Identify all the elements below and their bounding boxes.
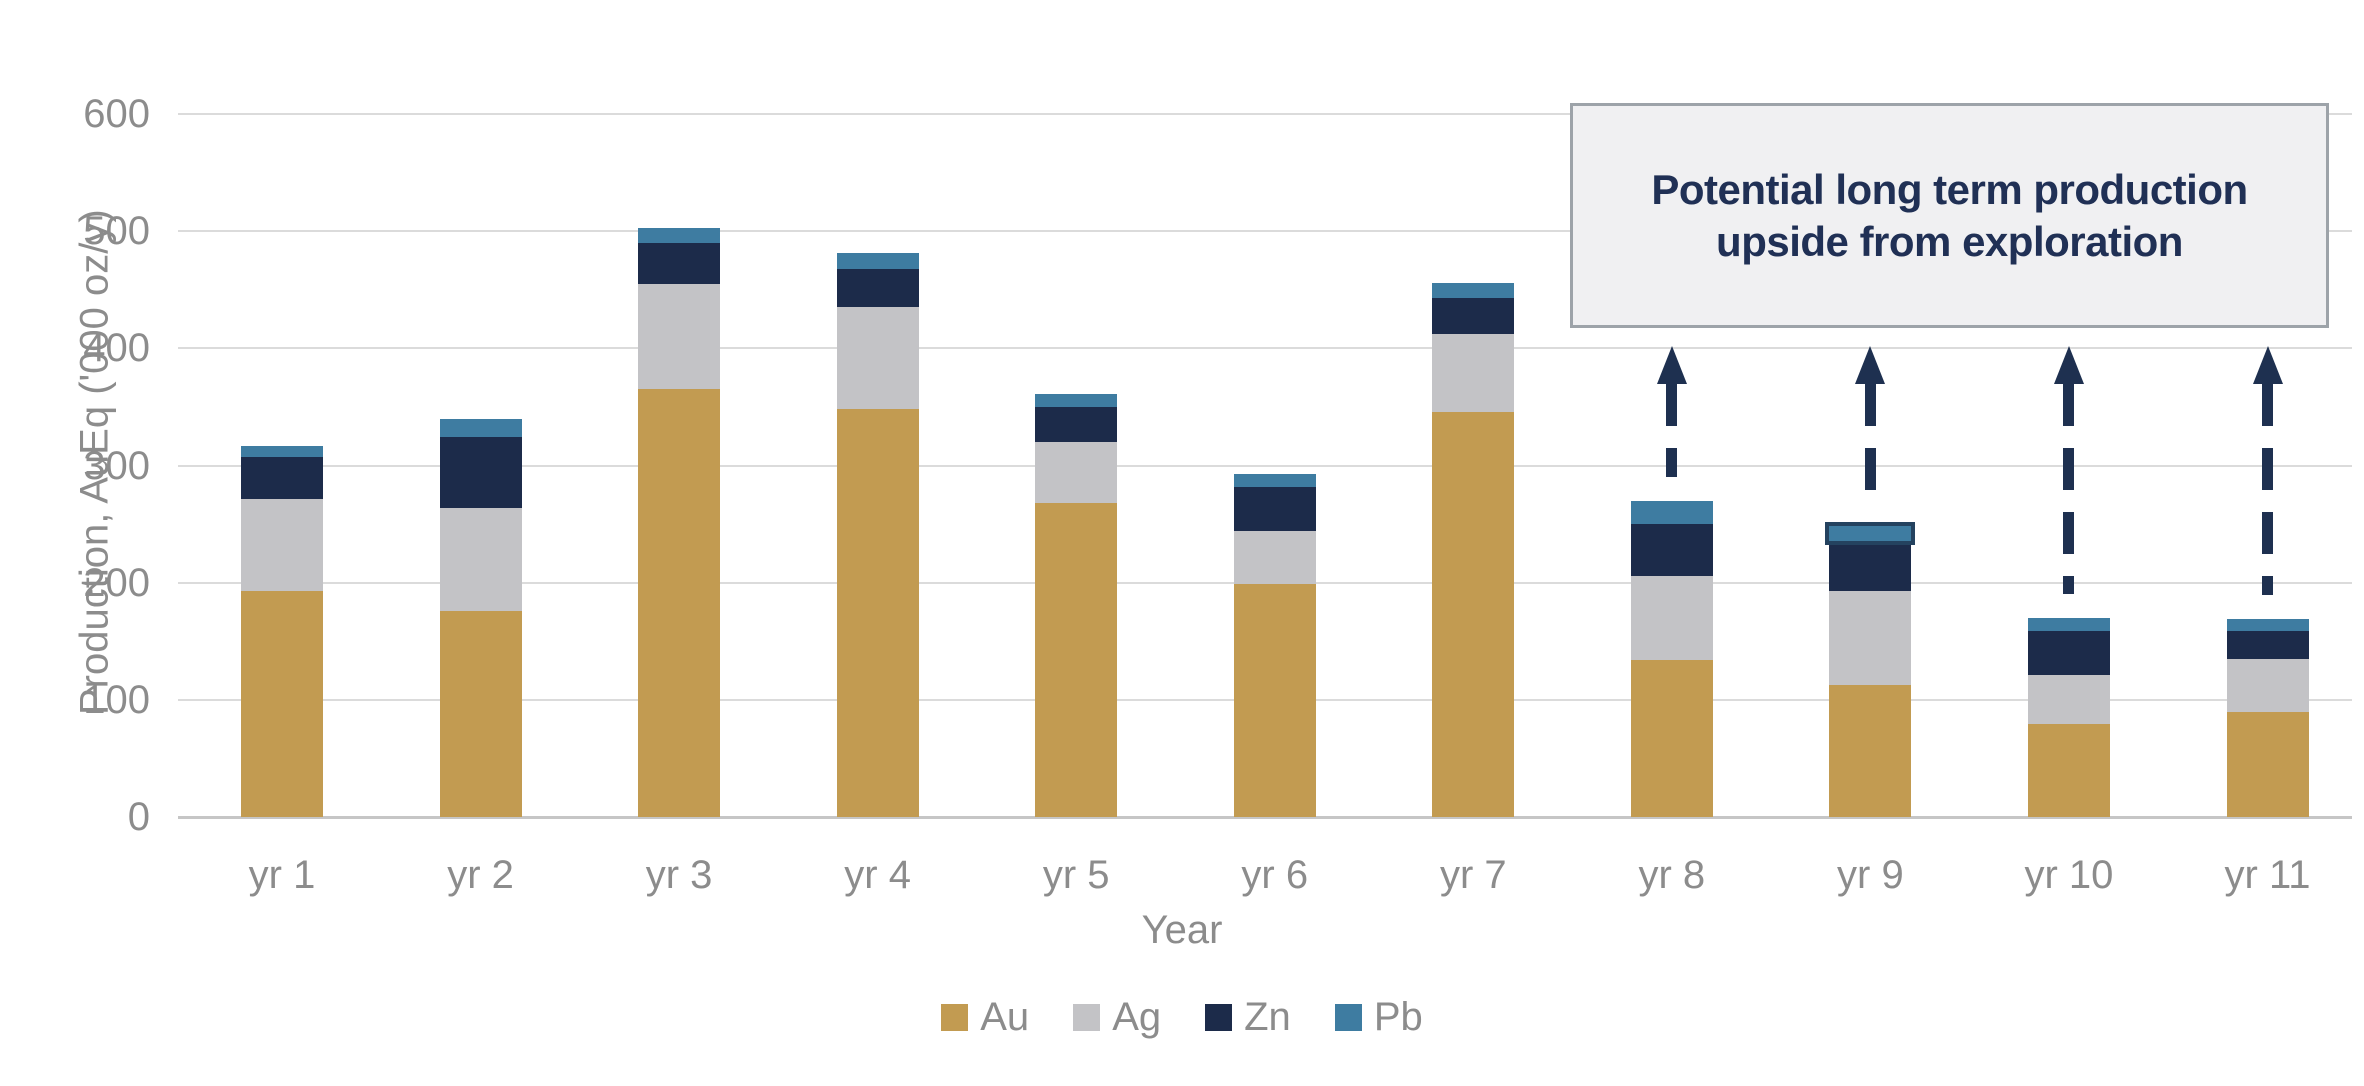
bar-yr5-Pb [1035, 394, 1118, 407]
bar-yr10-Zn [2027, 630, 2110, 676]
upside-arrow-stem [1864, 384, 1876, 501]
bar-yr8-Pb [1630, 500, 1713, 525]
bar-yr10-Ag [2027, 675, 2110, 725]
bar-yr11-Pb [2226, 618, 2309, 631]
bar-yr10-Au [2027, 724, 2110, 817]
legend-swatch-Zn [1205, 1004, 1233, 1031]
bar-yr7-Ag [1432, 334, 1515, 412]
legend-item: Zn [1205, 995, 1291, 1040]
upside-arrow-head [1855, 346, 1886, 384]
annotation-box: Potential long term production upside fr… [1570, 103, 2329, 328]
bar-yr1-Ag [241, 499, 323, 591]
bar-yr3-Au [638, 389, 721, 817]
bar-yr5-Zn [1035, 406, 1118, 443]
bar-yr7-Zn [1432, 297, 1515, 335]
bar-yr3-Pb [638, 227, 721, 243]
legend-label: Pb [1373, 995, 1423, 1039]
upside-arrow-stem [2063, 384, 2075, 594]
gridline [178, 113, 2352, 115]
bar-yr3-Ag [638, 283, 721, 390]
legend-swatch-Pb [1334, 1004, 1362, 1031]
bar-yr4-Zn [836, 268, 919, 308]
bar-yr10-Pb [2027, 617, 2110, 631]
x-tick-label: yr 10 [2024, 853, 2114, 897]
y-tick-label: 500 [83, 209, 150, 254]
bar-yr1-Pb [241, 445, 323, 458]
x-tick-label: yr 5 [1042, 853, 1110, 897]
x-tick-label: yr 8 [1638, 853, 1706, 897]
bar-yr2-Zn [439, 437, 522, 508]
legend-item: Ag [1073, 995, 1161, 1040]
y-tick-label: 400 [83, 326, 150, 371]
legend-label: Au [980, 995, 1030, 1039]
upside-arrow-stem [2262, 384, 2273, 595]
bar-yr5-Ag [1035, 442, 1118, 503]
y-tick-label: 200 [83, 560, 150, 605]
bar-yr1-Zn [241, 457, 323, 500]
bar-yr7-Au [1432, 411, 1515, 817]
legend-label: Ag [1112, 995, 1162, 1039]
bar-yr11-Zn [2226, 630, 2309, 659]
upside-arrow-head [1656, 346, 1687, 384]
bar-yr6-Au [1233, 583, 1316, 817]
upside-arrow-stem [1666, 384, 1678, 477]
x-tick-label: yr 3 [645, 853, 713, 897]
x-tick-label: yr 7 [1439, 853, 1507, 897]
bar-yr11-Au [2226, 711, 2309, 817]
bar-yr3-Zn [638, 242, 721, 284]
bar-yr7-Pb [1432, 282, 1515, 298]
x-tick-label: yr 4 [844, 853, 911, 897]
annotation-text-line2: upside from exploration [1716, 217, 2183, 265]
bar-yr6-Ag [1233, 531, 1316, 584]
bar-yr11-Ag [2226, 658, 2309, 712]
bar-yr9-Zn [1829, 545, 1912, 591]
plot-area [178, 113, 2352, 819]
x-axis-line [178, 816, 2352, 819]
legend-item: Au [941, 995, 1029, 1040]
bar-yr8-Ag [1630, 575, 1713, 660]
bar-yr6-Pb [1233, 473, 1316, 487]
bar-yr2-Au [439, 610, 522, 817]
gridline [178, 230, 2352, 233]
y-tick-label: 0 [127, 795, 150, 839]
upside-arrow-head [2252, 346, 2283, 384]
gridline [178, 464, 2352, 467]
x-tick-label: yr 6 [1241, 853, 1309, 897]
legend: Au Ag Zn Pb [0, 995, 2364, 1040]
bar-yr4-Ag [836, 307, 919, 410]
bar-yr8-Zn [1630, 524, 1713, 576]
legend-label: Zn [1244, 995, 1291, 1039]
x-tick-label: yr 9 [1837, 853, 1904, 897]
bar-yr9-Au [1829, 684, 1912, 817]
legend-swatch-Ag [1073, 1004, 1101, 1031]
y-tick-label: 100 [83, 677, 150, 722]
x-tick-label: yr 11 [2224, 853, 2311, 897]
legend-swatch-Au [941, 1004, 969, 1031]
x-tick-label: yr 1 [248, 853, 316, 897]
bar-yr2-Pb [439, 418, 522, 438]
bar-yr4-Pb [836, 253, 919, 269]
upside-arrow-head [2053, 346, 2084, 384]
bar-yr2-Ag [439, 507, 522, 611]
bar-yr1-Au [241, 590, 323, 817]
bar-yr9-Pb [1825, 522, 1916, 546]
bar-yr6-Zn [1233, 486, 1316, 532]
annotation-text-line1: Potential long term production [1651, 165, 2248, 213]
bar-yr8-Au [1630, 659, 1713, 817]
y-tick-label: 600 [83, 92, 150, 136]
bar-yr4-Au [836, 409, 919, 817]
bar-yr5-Au [1035, 502, 1118, 817]
legend-item: Pb [1334, 995, 1423, 1040]
x-tick-label: yr 2 [447, 853, 514, 897]
x-axis-title: Year [1141, 908, 1223, 952]
y-tick-label: 300 [83, 443, 150, 488]
gridline [178, 347, 2352, 350]
bar-yr9-Ag [1829, 590, 1912, 685]
